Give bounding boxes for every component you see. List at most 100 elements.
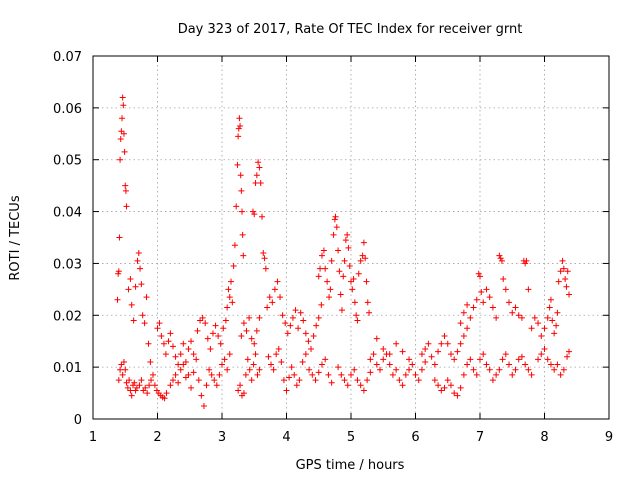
y-tick-label: 0.03 [53,257,82,272]
data-point [238,187,245,194]
y-axis-label: ROTI / TECUs [8,195,23,280]
data-point [364,377,371,384]
data-point [129,382,136,389]
data-point [308,345,315,352]
data-point [544,356,551,363]
data-point [300,317,307,324]
data-point [555,278,562,285]
data-point [366,309,373,316]
data-point [177,366,184,373]
data-point [467,356,474,363]
data-point [477,356,483,363]
data-point [240,252,247,259]
data-point [327,286,334,293]
data-point [256,164,263,171]
data-point [393,340,400,347]
data-point [193,356,200,363]
data-point [194,327,201,334]
data-point [324,278,331,285]
x-tick-label: 5 [347,430,355,445]
data-point [234,161,241,168]
data-point [477,273,483,280]
data-point [238,333,245,340]
data-point [266,294,273,301]
data-point [190,351,197,358]
data-point [252,351,259,358]
plot-frame [92,55,610,420]
data-point [460,333,467,340]
data-point [291,371,298,378]
data-point [222,317,229,324]
data-point [224,304,231,311]
data-point [235,133,242,140]
data-point [295,325,302,332]
data-point [473,371,480,378]
data-point [506,361,513,368]
data-point [312,377,319,384]
data-point [137,265,144,272]
data-point [175,379,182,386]
data-point [338,371,345,378]
data-point [117,366,124,373]
data-point [425,340,432,347]
data-point [237,382,244,389]
data-point [441,333,448,340]
data-point [348,371,354,378]
data-point [116,234,123,241]
data-point [489,304,496,311]
data-point [357,382,364,389]
data-point [518,314,525,321]
data-point [547,361,554,368]
data-point [209,330,216,337]
data-point [359,252,366,259]
data-point [367,369,374,376]
data-point [262,265,269,272]
data-point [377,366,384,373]
data-point [279,312,286,319]
data-point [274,278,281,285]
data-point [557,268,564,275]
data-point [258,213,265,220]
data-point [264,304,271,311]
data-point [483,286,490,293]
data-point [370,351,377,358]
data-point [251,211,258,218]
data-point [177,351,184,358]
data-point [322,265,329,272]
data-point [317,265,324,272]
data-point [283,387,290,394]
data-point [444,340,451,347]
data-point [493,371,500,378]
data-point [238,208,245,215]
data-point [138,281,145,288]
data-point [235,125,242,132]
data-point [402,371,409,378]
data-point [126,377,133,384]
data-point [522,361,529,368]
data-point [457,384,464,391]
y-tick-label: 0.01 [53,361,82,376]
data-point [269,299,276,306]
x-tick-label: 7 [476,430,484,445]
data-point [182,358,189,365]
data-point [367,356,374,363]
data-point [553,322,560,329]
data-point [315,273,322,280]
data-point [117,156,124,163]
data-point [120,358,127,365]
data-point [208,371,215,378]
data-point [318,252,325,259]
data-point [253,172,260,179]
data-point [226,351,233,358]
data-point [464,301,471,308]
data-point [138,377,145,384]
data-point [249,208,256,215]
data-point [326,294,333,301]
data-point [541,325,548,332]
data-point [345,244,352,251]
data-point [237,172,244,179]
data-point [244,356,251,363]
data-point [253,327,260,334]
data-point [354,317,361,324]
